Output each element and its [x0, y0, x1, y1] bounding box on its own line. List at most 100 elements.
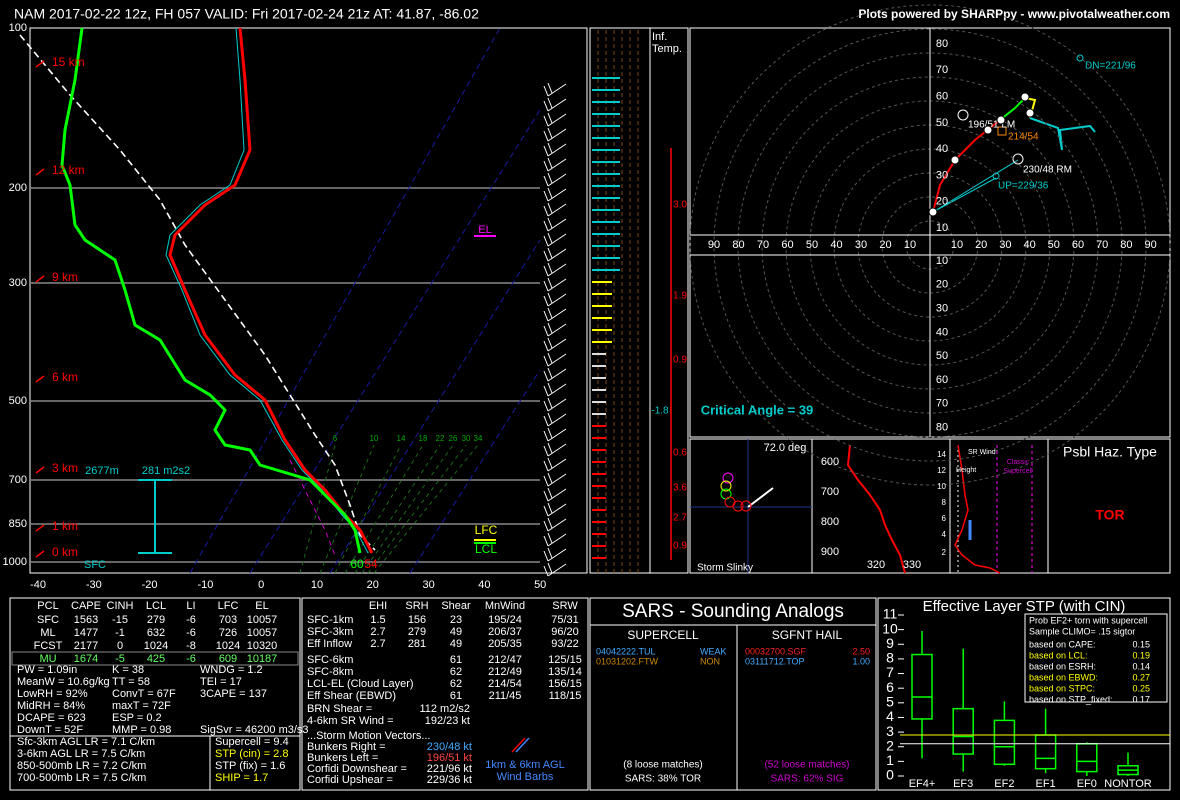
hodo-label: 20 — [879, 239, 891, 251]
credit: Plots powered by SHARPpy - www.pivotalwe… — [858, 7, 1170, 21]
barb-staff — [547, 413, 567, 427]
label: SARS - Sounding Analogs — [622, 601, 844, 622]
hodo-point — [996, 115, 1006, 125]
index-value: MMP = 0.98 — [112, 724, 171, 736]
label: Wind Barbs — [497, 771, 554, 783]
downdraft-trace — [289, 459, 336, 556]
label: 12 — [937, 466, 946, 475]
barb-flag — [543, 190, 549, 202]
label: 230/48 RM — [1023, 165, 1072, 176]
lapse-rate: 3-6km AGL LR = 7.5 C/km — [17, 748, 145, 760]
mean-wind-marker — [997, 126, 1007, 136]
kinematic-label: SFC-8km — [307, 666, 353, 678]
hodo-label: 30 — [936, 169, 948, 181]
label: 2.50 — [852, 646, 870, 656]
label: Bunkers Right = — [307, 741, 386, 753]
barb-flag — [543, 385, 549, 397]
inftemp-value: -1.8 — [651, 406, 669, 417]
mixing-line — [299, 444, 336, 574]
label: LFC — [218, 600, 239, 612]
thermo-cell: 279 — [147, 614, 165, 626]
label: 229/36 kt — [427, 774, 472, 786]
label: Bunkers Left = — [307, 752, 378, 764]
label: SUPERCELL — [627, 628, 699, 642]
kinematic-label: SFC-3km — [307, 626, 353, 638]
slinky-graphic — [690, 439, 812, 573]
height-tick — [35, 168, 45, 176]
barb-flag — [543, 250, 549, 262]
hodo-label: 70 — [936, 64, 948, 76]
barb-icon — [515, 737, 530, 753]
hodo-label: 30 — [936, 303, 948, 315]
kinematic-cell: 93/22 — [551, 638, 579, 650]
barb-flag — [547, 412, 553, 424]
height-tick — [35, 524, 45, 532]
label: SRH — [405, 600, 428, 612]
hodo-label: 60 — [781, 239, 793, 251]
barb-flag — [543, 145, 549, 157]
barb-flag — [543, 430, 549, 442]
barb-flag — [543, 415, 549, 427]
hodo-label: 70 — [757, 239, 769, 251]
mixing-ratio-label: 34 — [474, 434, 483, 443]
composite-index: Supercell = 9.4 — [215, 736, 289, 748]
box — [1034, 734, 1057, 770]
adiabat — [189, 27, 501, 574]
label: 03111712.TOP — [745, 656, 805, 666]
barb-flag — [547, 502, 553, 514]
barb-flag — [547, 172, 553, 184]
stp-frame — [877, 597, 1171, 791]
barb-flag — [547, 307, 553, 319]
hodo-label: 30 — [999, 239, 1011, 251]
thermo-cell: -6 — [186, 627, 196, 639]
barb-staff — [547, 518, 567, 532]
barb-flag — [543, 280, 549, 292]
kinematic-cell: 75/31 — [551, 614, 579, 626]
stp-tick-label: 10 — [882, 620, 898, 636]
level-markers — [474, 235, 496, 544]
kinematic-cell: 212/47 — [488, 654, 522, 666]
height-tick — [35, 550, 45, 558]
stp-legend-box — [1024, 613, 1168, 703]
label: TOR — [1095, 507, 1124, 523]
height-label: 1 km — [52, 519, 78, 533]
label: based on STPC: — [1029, 683, 1095, 693]
height-tick — [35, 275, 45, 283]
label: based on STP_fixed: — [1029, 694, 1113, 704]
label: 320 — [867, 559, 885, 571]
kinematic-cell: 62 — [450, 678, 462, 690]
lapse-rate: 700-500mb LR = 7.5 C/km — [17, 772, 146, 784]
index-value: LowRH = 92% — [17, 688, 88, 700]
temperature-label: 50 — [534, 579, 546, 591]
hodo-label: 10 — [951, 239, 963, 251]
barb-staff — [547, 323, 567, 337]
sars-frame — [589, 597, 877, 791]
label: 196/51 LM — [968, 120, 1015, 131]
mixing-ratio-lines — [299, 444, 479, 574]
barb-flag — [547, 427, 553, 439]
label: LCL — [146, 600, 166, 612]
height-label: 0 km — [52, 545, 78, 559]
label: UP=229/36 — [998, 181, 1049, 192]
barb-flag — [543, 85, 549, 97]
temperature-label: 10 — [311, 579, 323, 591]
hodo-point — [950, 155, 960, 165]
barb-flag — [547, 562, 553, 574]
hodo-trace-low — [932, 119, 1001, 213]
label: 0.17 — [1132, 694, 1150, 704]
kinematic-cell: 211/45 — [489, 690, 522, 702]
pressure-label: 100 — [9, 22, 27, 34]
index-value: PW = 1.09in — [17, 664, 77, 676]
index-value: TT = 58 — [112, 676, 150, 688]
hodo-label: 90 — [708, 239, 720, 251]
slinky-ring — [720, 480, 732, 492]
barb-flag — [547, 217, 553, 229]
barb-staff — [547, 533, 567, 547]
barb-staff — [547, 338, 567, 352]
label: SARS: 38% TOR — [625, 774, 701, 785]
barb-flag — [547, 82, 553, 94]
barb-flag — [543, 400, 549, 412]
kinematic-cell: 135/14 — [548, 666, 582, 678]
label: based on LCL: — [1029, 650, 1088, 660]
